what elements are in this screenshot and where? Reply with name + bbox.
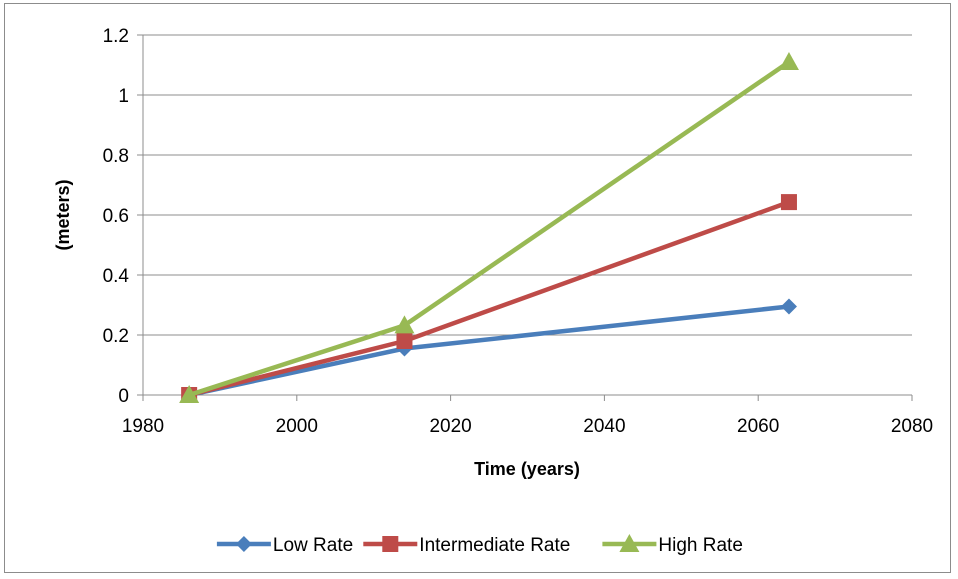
legend-label-intermediate-rate: Intermediate Rate	[419, 535, 570, 556]
legend-label-high-rate: High Rate	[658, 535, 743, 556]
y-tick-label: 1.2	[103, 26, 129, 47]
tick-labels: 0 0.2 0.4 0.6 0.8 1 1.2 1980 2000 2020 2040 2060 208…	[103, 26, 934, 437]
series-high-rate	[179, 52, 799, 403]
series-intermediate-rate	[181, 194, 797, 403]
x-axis-title: Time (years)	[474, 459, 580, 479]
x-tick-label: 2060	[737, 416, 779, 437]
data-point-high-rate	[394, 315, 415, 334]
data-point-intermediate-rate	[396, 333, 413, 349]
legend-item-low-rate: Low Rate	[216, 535, 353, 556]
y-tick-label: 0.8	[103, 146, 129, 167]
y-axis-title: (meters)	[53, 179, 73, 250]
x-tick-label: 1980	[122, 416, 164, 437]
legend-marker-intermediate-rate	[382, 536, 399, 552]
data-point-low-rate	[780, 298, 797, 315]
x-tick-label: 2020	[429, 416, 471, 437]
series-line-high-rate	[188, 60, 791, 398]
series-lines	[179, 52, 799, 403]
legend-marker-low-rate	[235, 536, 252, 552]
x-tick-label: 2080	[891, 416, 933, 437]
gridlines	[143, 34, 912, 336]
legend-item-intermediate-rate: Intermediate Rate	[363, 535, 570, 556]
y-tick-label: 0.4	[103, 266, 130, 287]
series-line-low-rate	[188, 304, 790, 398]
legend-label-low-rate: Low Rate	[273, 535, 353, 556]
y-tick-label: 0.2	[103, 326, 129, 347]
data-point-high-rate	[179, 385, 200, 403]
y-tick-label: 0	[118, 386, 129, 407]
y-tick-label: 1	[118, 86, 129, 107]
legend-item-high-rate: High Rate	[602, 534, 743, 556]
x-tick-label: 2040	[583, 416, 625, 437]
data-point-intermediate-rate	[780, 194, 797, 211]
chart-area	[4, 3, 951, 573]
data-point-high-rate	[778, 52, 799, 70]
series-low-rate	[181, 298, 797, 403]
axes	[137, 34, 913, 401]
y-tick-label: 0.6	[103, 206, 129, 227]
legend: Low Rate Intermediate Rate High Rate	[216, 534, 743, 556]
x-tick-label: 2000	[276, 416, 318, 437]
legend-marker-high-rate	[619, 534, 640, 552]
